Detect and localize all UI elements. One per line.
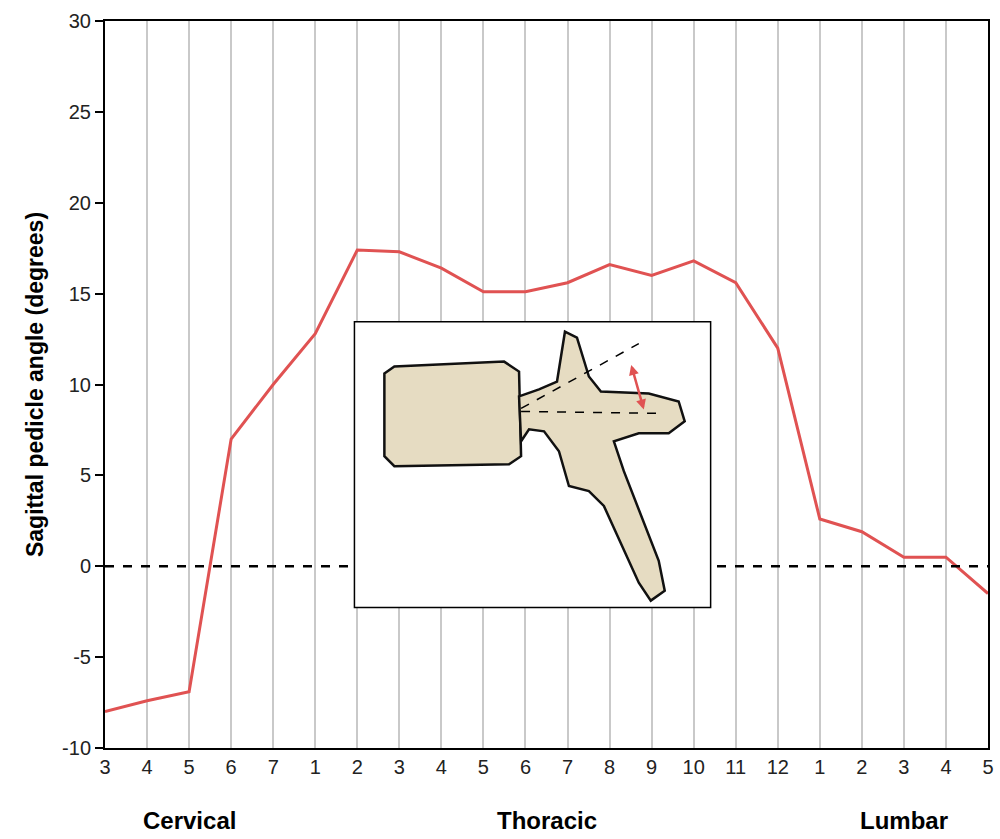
svg-text:3: 3: [394, 756, 405, 778]
svg-text:Thoracic: Thoracic: [497, 807, 597, 834]
svg-text:3: 3: [898, 756, 909, 778]
svg-text:2: 2: [856, 756, 867, 778]
svg-text:0: 0: [80, 555, 91, 577]
svg-text:4: 4: [141, 756, 152, 778]
svg-text:5: 5: [80, 464, 91, 486]
svg-text:4: 4: [940, 756, 951, 778]
svg-text:15: 15: [69, 283, 91, 305]
svg-text:7: 7: [268, 756, 279, 778]
svg-text:20: 20: [69, 192, 91, 214]
svg-text:25: 25: [69, 101, 91, 123]
svg-text:6: 6: [226, 756, 237, 778]
svg-text:3: 3: [99, 756, 110, 778]
svg-text:1: 1: [814, 756, 825, 778]
svg-text:10: 10: [683, 756, 705, 778]
svg-text:-5: -5: [73, 646, 91, 668]
svg-text:5: 5: [982, 756, 993, 778]
svg-text:6: 6: [520, 756, 531, 778]
svg-text:12: 12: [767, 756, 789, 778]
svg-text:11: 11: [725, 756, 746, 778]
svg-text:Lumbar: Lumbar: [860, 807, 948, 834]
svg-text:30: 30: [69, 10, 91, 32]
svg-text:-10: -10: [62, 737, 91, 759]
svg-text:5: 5: [478, 756, 489, 778]
svg-text:5: 5: [184, 756, 195, 778]
svg-text:8: 8: [604, 756, 615, 778]
svg-text:Cervical: Cervical: [143, 807, 236, 834]
svg-text:1: 1: [310, 756, 321, 778]
svg-text:7: 7: [562, 756, 573, 778]
svg-text:Sagittal pedicle angle (degree: Sagittal pedicle angle (degrees): [22, 212, 48, 557]
svg-text:2: 2: [352, 756, 363, 778]
svg-text:10: 10: [69, 374, 91, 396]
svg-text:9: 9: [646, 756, 657, 778]
svg-text:4: 4: [436, 756, 447, 778]
